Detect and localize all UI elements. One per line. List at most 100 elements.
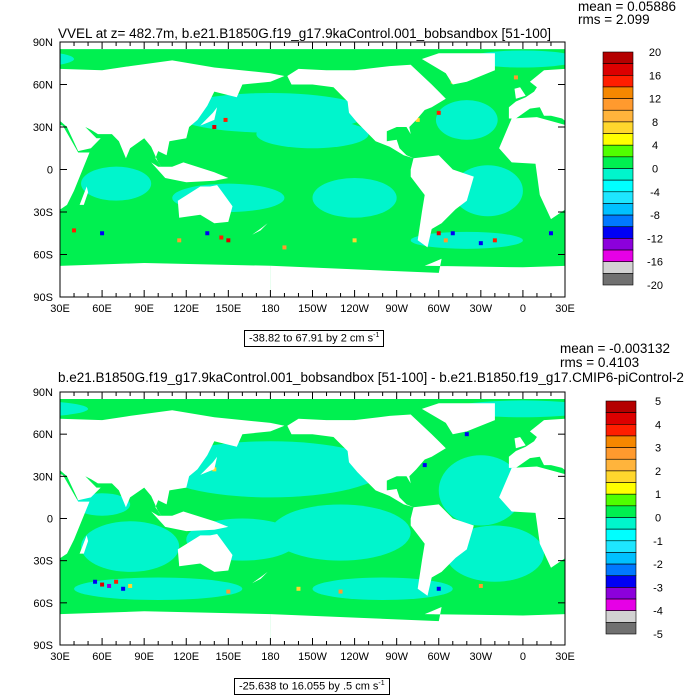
extreme-value-cell [513, 75, 518, 80]
extreme-value-cell [226, 238, 231, 243]
negative-region [435, 100, 498, 140]
extreme-value-cell [128, 583, 133, 588]
lat-label: 90S [33, 292, 53, 304]
negative-region [74, 577, 243, 601]
land-eurasia [60, 410, 285, 518]
colorbar-box [602, 261, 634, 274]
land-indonesia [151, 162, 229, 183]
colorbar-label: 2 [655, 466, 661, 478]
negative-region [677, 93, 700, 133]
colorbar-label: 5 [655, 396, 661, 408]
colorbar-box [605, 575, 637, 588]
colorbar-box [602, 179, 634, 193]
lon-label: 30E [50, 303, 70, 315]
colorbar-label: 0 [652, 164, 658, 176]
extreme-value-cell [436, 110, 441, 115]
land-antarctica [270, 607, 565, 645]
negative-region [312, 178, 397, 218]
lat-label: 60N [33, 80, 53, 92]
land-eurasia [60, 60, 285, 169]
lat-label: 60N [33, 429, 53, 441]
colorbar-box [605, 587, 637, 600]
bottom-panel: mean = -0.003132 rms = 0.4103 b.e21.B185… [0, 342, 700, 700]
extreme-value-cell [212, 467, 217, 472]
colorbar-label: -1 [653, 536, 663, 548]
extreme-value-cell [100, 582, 105, 587]
colorbar-box [605, 435, 637, 448]
extreme-value-cell [114, 579, 119, 584]
colorbar-box [605, 447, 637, 460]
colorbar-box [605, 528, 637, 542]
land-madagascar [79, 535, 89, 554]
lat-label: 30N [33, 471, 53, 483]
extreme-value-cell [226, 589, 231, 594]
land-greenland [421, 53, 495, 85]
lon-label: 90W [385, 303, 408, 315]
negative-region [438, 455, 523, 526]
land-australia [177, 185, 233, 224]
extreme-value-cell [282, 245, 287, 250]
colorbar-box [602, 63, 634, 76]
colorbar-box [602, 98, 634, 111]
contour-range-label: -38.82 to 67.91 by 2 cm s-1 [244, 330, 385, 347]
negative-region [663, 441, 700, 497]
land-uk [10, 87, 21, 98]
lon-label: 30E [555, 651, 575, 663]
colorbar-label: 16 [649, 70, 661, 82]
colorbar-0: 20 16 12 8 4 0 -4 -8 -12 -16 -20 [602, 47, 663, 292]
land-samerica [410, 155, 474, 248]
rms-value: rms = 0.4103 [560, 355, 640, 370]
extreme-value-cell [121, 586, 126, 591]
land-samerica [410, 504, 474, 596]
colorbar-box [602, 168, 634, 181]
colorbar-label: -12 [647, 233, 663, 245]
land-madagascar [585, 535, 594, 553]
lon-label: 30W [470, 303, 493, 315]
mean-value: mean = -0.003132 [560, 341, 670, 356]
colorbar-box [602, 133, 634, 146]
lat-label: 90S [33, 640, 53, 652]
lat-label: 60S [33, 250, 53, 262]
negative-region [579, 578, 700, 600]
lon-label: 150W [298, 303, 327, 315]
extreme-value-cell [93, 579, 98, 584]
negative-region [0, 526, 39, 582]
colorbar-label: 4 [655, 419, 661, 431]
lon-label: 60E [92, 303, 112, 315]
colorbar-box [602, 238, 634, 251]
negative-region [270, 504, 411, 561]
negative-region [677, 184, 700, 212]
map-field [10, 42, 700, 297]
extreme-value-cell [464, 432, 469, 437]
colorbar-label: 1 [655, 489, 661, 501]
lat-label: 60S [33, 598, 53, 610]
colorbar-box [602, 51, 634, 64]
rms-value: rms = 2.099 [578, 12, 650, 27]
colorbar-box [605, 598, 637, 611]
colorbar-label: -4 [650, 187, 660, 199]
colorbar-label: -5 [653, 629, 663, 641]
lon-label: 150W [298, 651, 327, 663]
negative-region [312, 577, 453, 601]
extreme-value-cell [478, 241, 483, 246]
colorbar-label: 3 [655, 443, 661, 455]
land-madagascar [79, 186, 89, 205]
colorbar-label: 8 [652, 117, 658, 129]
colorbar-box [602, 226, 634, 239]
lat-label: 30S [33, 556, 53, 568]
lon-label: 30E [50, 651, 70, 663]
extreme-value-cell [219, 235, 224, 240]
land-indonesia [656, 512, 700, 532]
land-indonesia [656, 162, 700, 182]
colorbar-box [605, 505, 637, 518]
colorbar-box [602, 214, 634, 228]
land-australia [683, 185, 700, 223]
extreme-value-cell [177, 238, 182, 243]
land-namerica [287, 414, 446, 508]
lon-label: 180 [261, 651, 279, 663]
lat-label: 90N [33, 37, 53, 49]
land-arctic [60, 392, 271, 399]
range-text: -25.638 to 16.055 by .5 cm s [239, 680, 379, 693]
map-field [0, 392, 700, 645]
colorbar-box [602, 203, 634, 216]
